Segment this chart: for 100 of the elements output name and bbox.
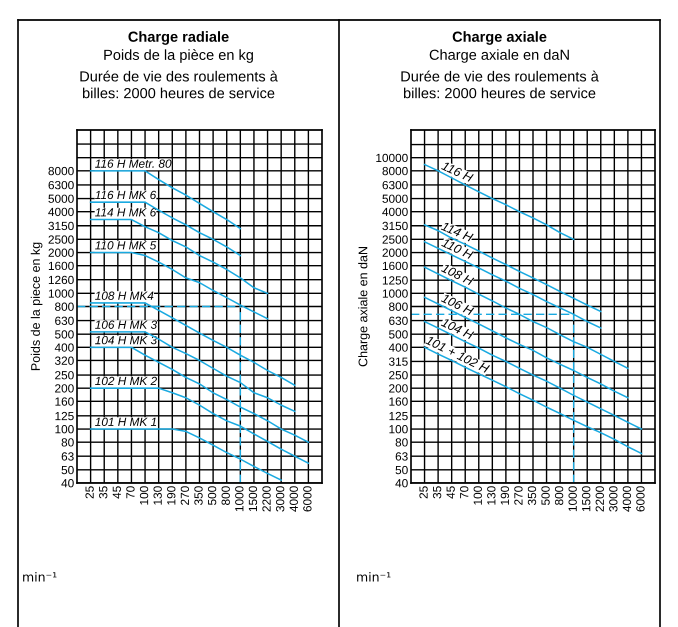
x-tick-label: 190 [500,486,510,505]
y-tick-label: 800 [55,302,74,311]
y-tick-label: 5000 [382,194,408,203]
x-tick-label: 6000 [303,486,312,512]
x-tick-label: 100 [140,486,148,505]
y-tick-label: 3150 [48,222,74,230]
y-tick-label: 1000 [48,289,74,298]
x-tick-label: 1500 [582,486,590,512]
x-tick-label: 100 [474,486,482,505]
line-series [424,164,574,240]
y-tick-label: 6300 [48,180,74,190]
y-tick-label: 6300 [382,180,408,190]
y-tick-label: 2500 [48,235,74,244]
y-tick-label: 50 [62,466,74,474]
y-tick-label: 500 [55,330,74,339]
x-tick-label: 70 [460,486,468,498]
x-tick-label: 2200 [596,486,604,512]
y-axis-title: Charge axiale en daN [358,247,370,366]
y-tick-label: 500 [389,330,408,339]
y-tick-label: 200 [55,384,74,393]
x-tick-label: 1000 [568,486,577,512]
y-tick-label: 1260 [48,276,74,284]
y-tick-label: 80 [396,438,408,447]
y-tick-label: 80 [62,438,74,447]
line-series [90,201,242,256]
y-tick-label: 3150 [382,222,408,230]
y-tick-label: 2500 [382,235,408,244]
chart-subtitle: Charge axiale en daN [430,49,569,63]
series-label: 106 H MK 3 [95,320,158,329]
series-label: 110 H MK 5 [95,241,156,250]
x-tick-label: 4000 [290,486,298,512]
y-tick-label: 250 [55,371,74,380]
chart-title: Charge radiale [128,31,229,45]
x-tick-label: 130 [153,486,162,505]
x-tick-label: 25 [85,486,94,498]
chart-subtitle: Poids de la pièce en kg [104,49,253,63]
y-tick-label: 100 [55,425,74,434]
x-tick-label: 4000 [622,486,632,512]
y-tick-label: 4000 [48,208,74,216]
y-tick-label: 630 [389,316,408,325]
x-tick-label: 70 [126,486,135,498]
series-label: 114 H MK 6 [95,208,156,217]
y-tick-label: 160 [55,397,74,406]
x-tick-label: 45 [112,486,121,499]
x-tick-label: 35 [99,486,108,498]
x-tick-label: 3000 [609,486,618,512]
x-tick-label: 350 [194,486,203,506]
x-tick-label: 800 [222,486,230,505]
text: 104 H [440,317,474,340]
chart-title: Charge axiale [452,31,546,45]
x-tick-label: 270 [180,486,190,505]
series-label: 116 H Metr. 80 [95,159,172,168]
x-tick-label: 190 [167,486,176,505]
y-tick-label: 125 [389,412,408,420]
text: 116 H [441,160,474,182]
y-tick-label: 100 [389,425,408,434]
y-tick-label: 10000 [376,154,408,162]
y-tick-label: 315 [388,357,408,366]
line-series [90,170,242,230]
x-tick-label: 1000 [235,486,244,512]
y-tick-label: 125 [55,412,74,420]
x-axis-title: min⁻¹ [357,572,390,582]
x-tick-label: 500 [208,486,216,505]
y-tick-label: 5000 [48,194,74,203]
x-tick-label: 35 [432,486,442,498]
series-label: 108 H MK4 [95,292,154,300]
y-tick-label: 400 [54,343,74,352]
series-label: 101 H MK 1 [95,418,156,426]
y-tick-label: 1600 [382,262,408,270]
x-tick-label: 270 [514,486,523,505]
y-tick-label: 400 [388,343,408,352]
x-tick-label: 350 [528,486,536,506]
y-tick-label: 8000 [382,166,408,176]
y-tick-label: 1000 [382,289,408,298]
x-axis-title: min⁻¹ [23,572,56,582]
x-tick-label: 45 [446,486,455,499]
text: 108 H [440,263,474,286]
y-tick-label: 8000 [48,166,74,176]
x-tick-label: 500 [541,486,550,505]
series-label: 102 H MK 2 [95,376,157,386]
y-axis-title: Poids de la piece en kg [30,242,42,370]
y-tick-label: 1250 [382,276,408,285]
x-tick-label: 6000 [636,486,645,512]
series-label: 116 H MK 6 [95,190,156,200]
y-tick-label: 200 [389,384,408,393]
y-tick-label: 630 [55,316,74,325]
y-tick-label: 160 [389,397,408,406]
y-tick-label: 40 [395,479,408,488]
y-tick-label: 800 [389,302,408,311]
y-tick-label: 2000 [382,248,408,257]
y-tick-label: 320 [54,356,74,365]
text: 106 H [440,293,474,316]
y-tick-label: 50 [396,466,408,474]
text: Durée de vie des roulements à billes: 2000 heures de service [80,70,278,98]
x-tick-label: 3000 [276,486,284,512]
x-tick-label: 130 [487,486,496,505]
x-tick-label: 1500 [248,486,258,512]
x-tick-label: 2200 [262,486,271,512]
y-tick-label: 40 [61,479,74,488]
y-tick-label: 4000 [382,208,408,216]
